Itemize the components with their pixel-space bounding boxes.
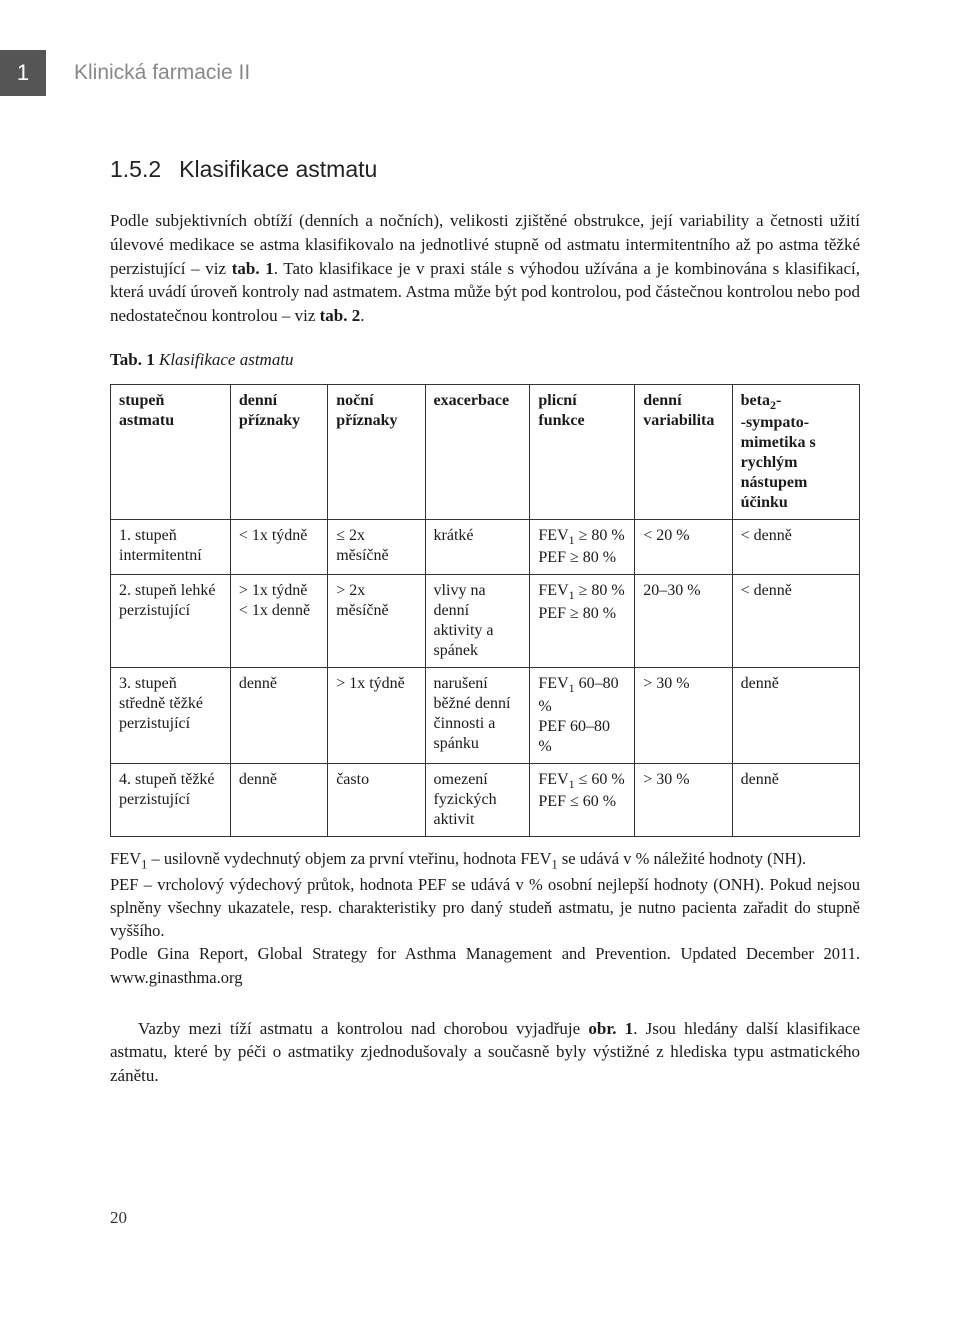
cell: krátké — [425, 520, 530, 575]
table-row: 4. stupeň těžké perzistující denně často… — [111, 763, 860, 836]
cell: FEV1 60–80 %PEF 60–80 % — [530, 668, 635, 763]
cell: ≤ 2x měsíčně — [328, 520, 425, 575]
section-title: Klasifikace astmatu — [179, 156, 377, 182]
paragraph-2: Vazby mezi tíží astmatu a kontrolou nad … — [110, 1017, 860, 1088]
cell: omezení fyzických aktivit — [425, 763, 530, 836]
th-variab: denní variabilita — [635, 384, 732, 519]
cell: < 20 % — [635, 520, 732, 575]
table-1-caption: Tab. 1 Klasifikace astmatu — [110, 350, 860, 370]
cell: narušení běžné den­ní činnosti a spánku — [425, 668, 530, 763]
cell: > 30 % — [635, 763, 732, 836]
th-beta2: beta2--sympato­mimetika s rychlým nástup… — [732, 384, 859, 519]
cell: 1. stupeň intermi­tentní — [111, 520, 231, 575]
table-1-notes: FEV1 – usilovně vydechnutý objem za prvn… — [110, 847, 860, 989]
cell: 4. stupeň těžké perzistující — [111, 763, 231, 836]
cell: > 1x týdně — [328, 668, 425, 763]
table-row: 2. stupeň lehké perzistující > 1x týdně<… — [111, 575, 860, 668]
page-number: 20 — [110, 1208, 860, 1228]
cell: < denně — [732, 520, 859, 575]
cell: < 1x týdně — [230, 520, 327, 575]
cell: 2. stupeň lehké perzistující — [111, 575, 231, 668]
cell: denně — [732, 763, 859, 836]
th-nocni: noční příznaky — [328, 384, 425, 519]
th-exacer: exacerbace — [425, 384, 530, 519]
cell: FEV1 ≤ 60 %PEF ≤ 60 % — [530, 763, 635, 836]
cell: FEV1 ≥ 80 %PEF ≥ 80 % — [530, 575, 635, 668]
cell: vlivy na denní aktivity a spánek — [425, 575, 530, 668]
section-number: 1.5.2 — [110, 156, 161, 182]
table-header-row: stupeň astmatu denní příznaky noční příz… — [111, 384, 860, 519]
table-caption-text: Klasifikace astmatu — [159, 350, 294, 369]
section-heading: 1.5.2 Klasifikace astmatu — [110, 156, 860, 183]
cell: denně — [230, 763, 327, 836]
cell: 3. stupeň středně těžké perzistující — [111, 668, 231, 763]
cell: 20–30 % — [635, 575, 732, 668]
cell: > 30 % — [635, 668, 732, 763]
running-title: Klinická farmacie II — [74, 61, 250, 85]
cell: denně — [230, 668, 327, 763]
cell: denně — [732, 668, 859, 763]
th-stupen: stupeň astmatu — [111, 384, 231, 519]
table-caption-label: Tab. 1 — [110, 350, 155, 369]
th-denni: denní příznaky — [230, 384, 327, 519]
chapter-number-box: 1 — [0, 50, 46, 96]
cell: FEV1 ≥ 80 %PEF ≥ 80 % — [530, 520, 635, 575]
cell: > 2x měsíčně — [328, 575, 425, 668]
paragraph-1: Podle subjektivních obtíží (denních a no… — [110, 209, 860, 328]
table-1: stupeň astmatu denní příznaky noční příz… — [110, 384, 860, 837]
table-row: 1. stupeň intermi­tentní < 1x týdně ≤ 2x… — [111, 520, 860, 575]
th-plicni: plicní funkce — [530, 384, 635, 519]
cell: > 1x týdně< 1x denně — [230, 575, 327, 668]
cell: často — [328, 763, 425, 836]
cell: < denně — [732, 575, 859, 668]
running-header: 1 Klinická farmacie II — [0, 50, 860, 96]
page: 1 Klinická farmacie II 1.5.2 Klasifikace … — [0, 0, 960, 1288]
table-row: 3. stupeň středně těžké perzistující den… — [111, 668, 860, 763]
